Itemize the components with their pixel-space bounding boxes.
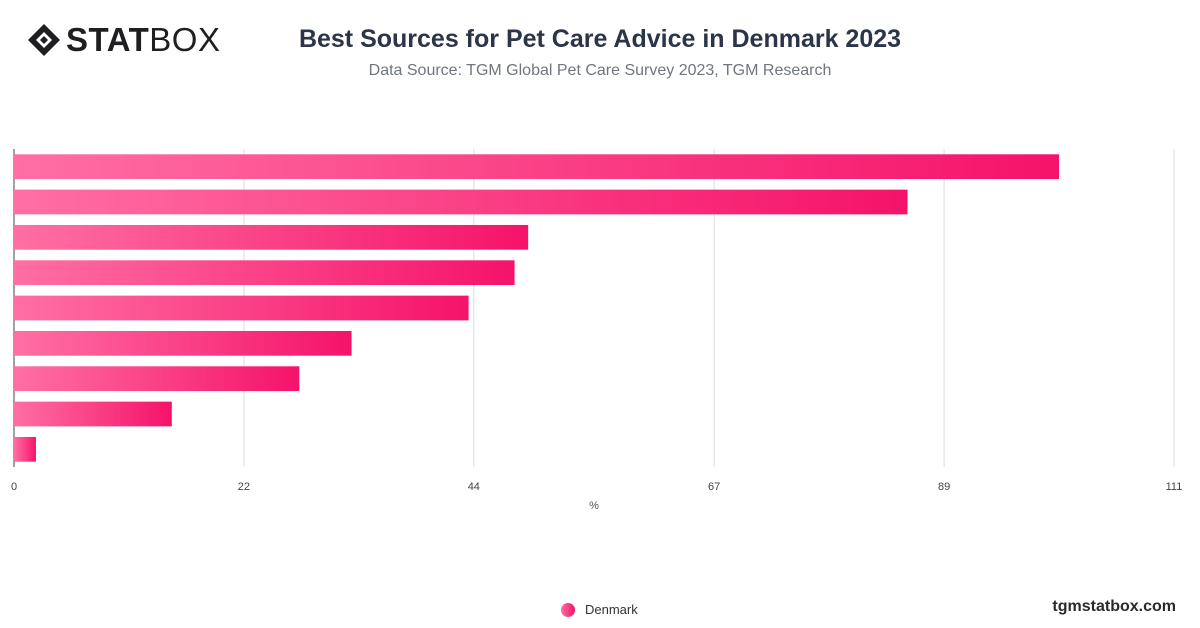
brand-footer[interactable]: tgmstatbox.com [1052,598,1176,615]
legend-label-denmark: Denmark [585,602,638,617]
bar[interactable] [14,154,1060,180]
legend[interactable]: Denmark [561,602,638,617]
bar[interactable] [14,224,529,250]
x-axis-label: % [589,500,599,512]
bar[interactable] [14,260,515,286]
legend-marker [561,602,575,617]
logo-wordmark: STATBOX [66,21,221,58]
bar[interactable] [14,330,352,356]
statbox-diamond-icon [28,24,60,56]
bar[interactable] [14,436,36,462]
x-tick-label: 44 [468,481,480,493]
x-tick-label: 67 [708,481,720,493]
x-tick-label: 111 [1166,481,1183,493]
statbox-logo[interactable]: STATBOX [26,22,220,58]
chart-title: Best Sources for Pet Care Advice in Denm… [298,25,902,53]
x-tick-label: 89 [938,481,950,493]
x-tick-label: 22 [238,481,250,493]
bar[interactable] [14,366,300,392]
chart-subtitle: Data Source: TGM Global Pet Care Survey … [368,62,832,79]
bar[interactable] [14,401,172,427]
bar[interactable] [14,189,908,215]
x-axis-ticks: 0 22 44 67 89 111 [11,481,1182,493]
bar[interactable] [14,295,469,321]
bars [14,154,1060,462]
x-tick-label: 0 [11,481,17,493]
